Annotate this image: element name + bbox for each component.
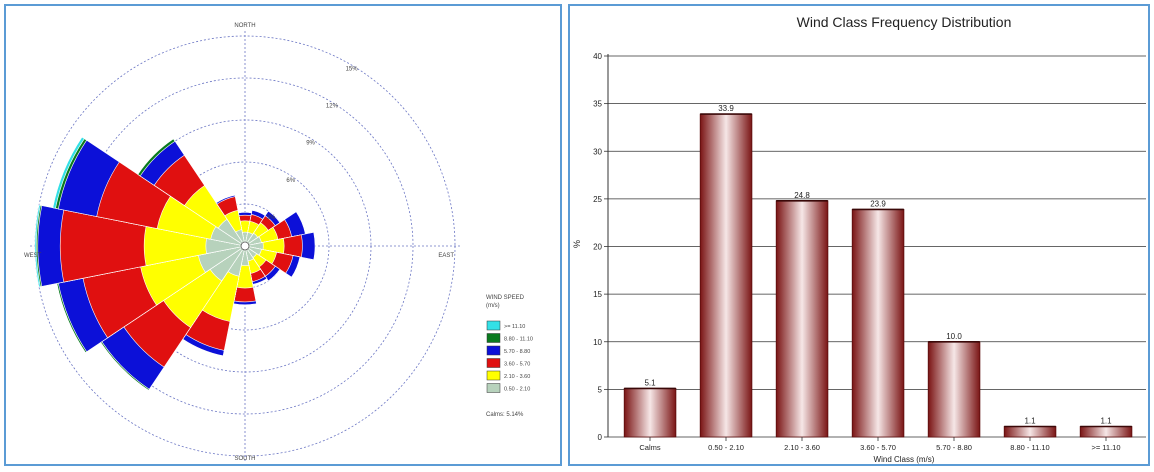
chart-title: Wind Class Frequency Distribution [797, 14, 1012, 30]
bar-3 [851, 208, 905, 438]
y-tick-label-1: 5 [598, 385, 603, 394]
bar-2 [775, 200, 829, 438]
legend-label-1: 8.80 - 11.10 [504, 337, 533, 343]
x-axis-label: Wind Class (m/s) [874, 455, 935, 464]
x-tick-label-4: 5.70 - 8.80 [936, 443, 972, 452]
x-tick-label-1: 0.50 - 2.10 [708, 443, 744, 452]
bar-1 [699, 113, 753, 438]
legend-label-5: 0.50 - 2.10 [504, 387, 530, 393]
legend-swatch-5 [486, 383, 501, 393]
wind-rose-chart: 3% 6% 9% 12% 15% NORTH SOUTH WEST EAST WIND … [24, 23, 533, 462]
x-tick-label-2: 2.10 - 3.60 [784, 443, 820, 452]
bar-value-label-2: 24.8 [794, 191, 810, 200]
south-label: SOUTH [235, 456, 256, 462]
y-tick-label-5: 25 [593, 195, 602, 204]
y-tick-label-6: 30 [593, 147, 602, 156]
y-tick-label-3: 15 [593, 290, 602, 299]
bar-value-label-3: 23.9 [870, 199, 886, 208]
x-tick-label-6: >= 11.10 [1091, 443, 1120, 452]
y-tick-label-7: 35 [593, 100, 602, 109]
legend-label-4: 2.10 - 3.60 [504, 374, 530, 380]
bar-0 [623, 387, 677, 438]
x-tick-label-5: 8.80 - 11.10 [1010, 443, 1049, 452]
bar-5 [1003, 426, 1057, 438]
wind-speed-legend: WIND SPEED (m/s) >= 11.10 8.80 - 11.10 5.7… [486, 295, 533, 418]
y-tick-label-0: 0 [598, 433, 603, 442]
east-label: EAST [438, 253, 454, 259]
y-axis-label: % [572, 240, 582, 248]
bar-value-label-1: 33.9 [718, 104, 734, 113]
ring-label-0: 3% [267, 215, 276, 221]
ring-label-4: 15% [346, 67, 359, 73]
legend-label-3: 3.60 - 5.70 [504, 362, 530, 368]
wind-rose-panel: 3% 6% 9% 12% 15% NORTH SOUTH WEST EAST WIND … [4, 4, 562, 466]
ring-1 [160, 161, 330, 331]
ring-label-3: 12% [326, 104, 339, 110]
x-tick-label-0: Calms [639, 443, 661, 452]
bar-chart-panel: Wind Class Frequency Distribution % Wind… [568, 4, 1150, 466]
ring-3 [76, 77, 414, 415]
bar-value-label-0: 5.1 [644, 378, 656, 387]
bar-value-label-6: 1.1 [1100, 417, 1112, 426]
calm-center [240, 241, 250, 251]
legend-swatch-4 [486, 370, 501, 381]
x-tick-label-3: 3.60 - 5.70 [860, 443, 896, 452]
wind-class-bar-chart: Wind Class Frequency Distribution % Wind… [572, 14, 1146, 464]
legend-swatch-1 [486, 333, 501, 343]
legend-swatch-3 [486, 358, 501, 368]
bar-value-label-5: 1.1 [1024, 417, 1036, 426]
west-label: WEST [24, 253, 42, 259]
legend-label-0: >= 11.10 [504, 324, 525, 330]
ring-label-2: 9% [306, 141, 315, 147]
legend-unit: (m/s) [486, 303, 500, 309]
north-label: NORTH [234, 23, 255, 29]
y-tick-label-8: 40 [593, 52, 602, 61]
bar-6 [1079, 426, 1133, 438]
bar-value-label-4: 10.0 [946, 332, 962, 341]
legend-title: WIND SPEED [486, 295, 525, 301]
y-tick-label-2: 10 [593, 338, 602, 347]
legend-swatch-2 [486, 345, 501, 356]
legend-label-2: 5.70 - 8.80 [504, 349, 530, 355]
bar-4 [927, 341, 981, 438]
calms-label: Calms: 5.14% [486, 412, 524, 418]
y-tick-label-4: 20 [593, 243, 602, 252]
petal-nnw-class-0 [235, 229, 246, 247]
legend-swatch-0 [486, 320, 501, 331]
ring-label-1: 6% [286, 178, 295, 184]
